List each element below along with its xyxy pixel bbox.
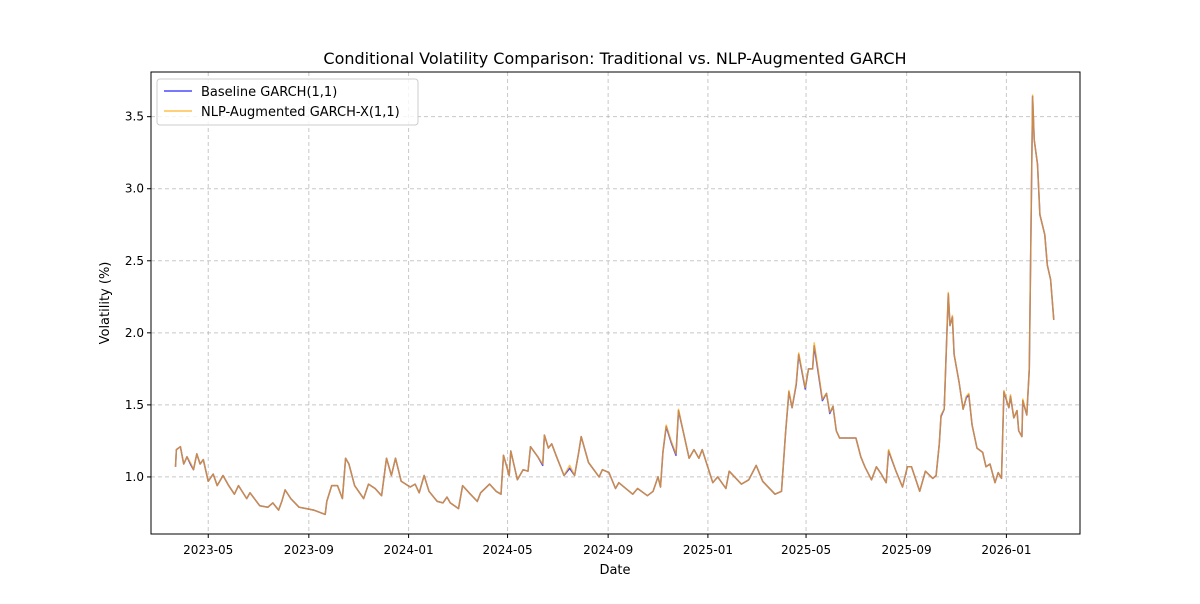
legend-label-baseline: Baseline GARCH(1,1) <box>201 85 337 100</box>
x-tick-label: 2025-01 <box>683 543 733 557</box>
x-axis: 2023-05 2023-09 2024-01 2024-05 2024-09 2025-… <box>183 534 1031 557</box>
y-tick-label: 3.5 <box>125 110 144 124</box>
y-axis-label: Volatility (%) <box>98 262 113 345</box>
plot-frame <box>150 71 1081 535</box>
x-tick-label: 2025-09 <box>882 543 932 557</box>
x-tick-label: 2025-05 <box>781 543 831 557</box>
chart-title: Conditional Volatility Comparison: Tradi… <box>323 49 906 68</box>
series-line-nlp-garch-x <box>174 94 1055 516</box>
x-tick-label: 2023-05 <box>183 543 233 557</box>
y-tick-label: 3.0 <box>125 182 144 196</box>
y-tick-label: 2.0 <box>125 326 144 340</box>
y-axis: 1.0 1.5 2.0 2.5 3.0 3.5 <box>125 110 151 484</box>
y-tick-label: 1.0 <box>125 470 144 484</box>
x-tick-label: 2024-09 <box>583 543 633 557</box>
x-tick-label: 2026-01 <box>981 543 1031 557</box>
y-tick-label: 2.5 <box>125 254 144 268</box>
legend: Baseline GARCH(1,1) NLP-Augmented GARCH-… <box>156 78 419 126</box>
x-axis-label: Date <box>599 563 630 578</box>
x-tick-label: 2024-01 <box>384 543 434 557</box>
grid <box>151 72 1080 534</box>
legend-box <box>156 78 419 126</box>
x-tick-label: 2024-05 <box>482 543 532 557</box>
x-tick-label: 2023-09 <box>284 543 334 557</box>
series-lines <box>174 94 1055 516</box>
y-tick-label: 1.5 <box>125 398 144 412</box>
legend-label-nlp: NLP-Augmented GARCH-X(1,1) <box>201 105 400 120</box>
